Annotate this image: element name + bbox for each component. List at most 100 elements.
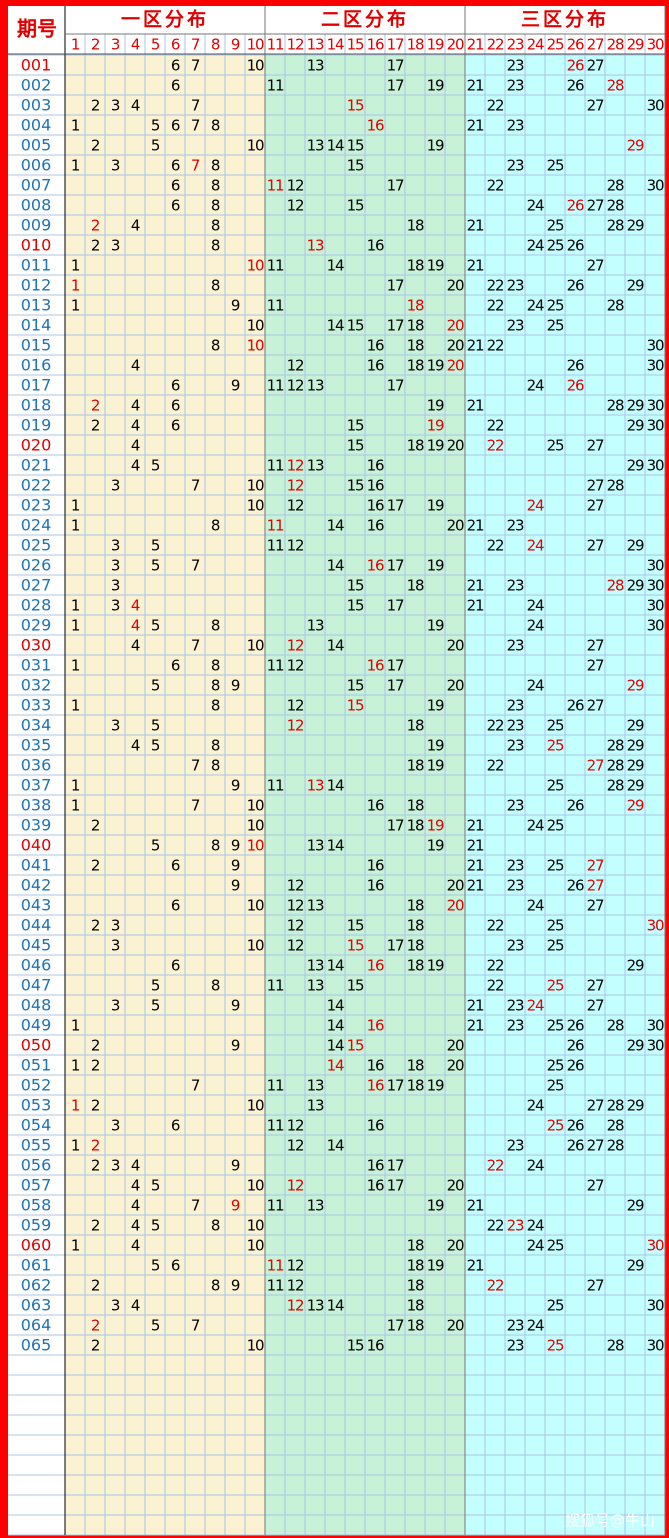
drawn-number: 16: [367, 1077, 384, 1095]
drawn-number: 22: [487, 337, 504, 355]
period: 032: [21, 676, 52, 695]
period: 015: [21, 336, 52, 355]
drawn-number: 30: [647, 577, 664, 595]
drawn-number: 27: [587, 497, 604, 515]
drawn-number: 3: [111, 1117, 120, 1135]
drawn-number: 3: [111, 937, 120, 955]
drawn-number: 20: [447, 1037, 464, 1055]
drawn-number: 7: [191, 637, 200, 655]
drawn-number: 18: [407, 757, 424, 775]
drawn-number: 29: [627, 957, 644, 975]
drawn-number: 27: [587, 977, 604, 995]
drawn-number: 30: [647, 357, 664, 375]
drawn-number: 13: [307, 237, 324, 255]
column-number: 11: [267, 36, 284, 54]
drawn-number: 23: [507, 517, 524, 535]
drawn-number: 20: [447, 517, 464, 535]
drawn-number: 1: [71, 257, 80, 275]
drawn-number: 18: [407, 437, 424, 455]
drawn-number: 24: [527, 377, 544, 395]
drawn-number: 17: [387, 557, 404, 575]
drawn-number: 10: [247, 1237, 264, 1255]
drawn-number: 4: [131, 737, 140, 755]
drawn-number: 3: [111, 537, 120, 555]
drawn-number: 25: [547, 317, 564, 335]
drawn-number: 27: [587, 197, 604, 215]
drawn-number: 18: [407, 357, 424, 375]
drawn-number: 8: [211, 1277, 220, 1295]
drawn-number: 26: [567, 197, 584, 215]
period: 035: [21, 736, 52, 755]
period: 007: [21, 176, 52, 195]
drawn-number: 27: [587, 697, 604, 715]
drawn-number: 28: [607, 1137, 624, 1155]
drawn-number: 12: [287, 1177, 304, 1195]
drawn-number: 9: [231, 857, 240, 875]
drawn-number: 23: [507, 277, 524, 295]
drawn-number: 23: [507, 937, 524, 955]
drawn-number: 5: [151, 677, 160, 695]
drawn-number: 24: [527, 897, 544, 915]
drawn-number: 10: [247, 1097, 264, 1115]
drawn-number: 15: [347, 1337, 364, 1355]
drawn-number: 18: [407, 257, 424, 275]
drawn-number: 14: [327, 517, 344, 535]
drawn-number: 15: [347, 1037, 364, 1055]
drawn-number: 20: [447, 1237, 464, 1255]
drawn-number: 30: [647, 457, 664, 475]
drawn-number: 12: [287, 197, 304, 215]
drawn-number: 3: [111, 577, 120, 595]
drawn-number: 13: [307, 1097, 324, 1115]
drawn-number: 1: [71, 277, 80, 295]
drawn-number: 17: [387, 657, 404, 675]
period: 052: [21, 1076, 52, 1095]
period: 061: [21, 1256, 52, 1275]
drawn-number: 6: [171, 957, 180, 975]
drawn-number: 10: [247, 637, 264, 655]
drawn-number: 3: [111, 597, 120, 615]
zone-title: 一区分布: [121, 8, 209, 31]
drawn-number: 27: [587, 257, 604, 275]
period: 030: [21, 636, 52, 655]
drawn-number: 15: [347, 477, 364, 495]
column-number: 15: [347, 36, 364, 54]
period: 020: [21, 436, 52, 455]
drawn-number: 16: [367, 857, 384, 875]
drawn-number: 20: [447, 897, 464, 915]
period: 017: [21, 376, 52, 395]
drawn-number: 26: [567, 77, 584, 95]
period: 041: [21, 856, 52, 875]
drawn-number: 12: [287, 537, 304, 555]
drawn-number: 18: [407, 1057, 424, 1075]
drawn-number: 12: [287, 477, 304, 495]
drawn-number: 26: [567, 377, 584, 395]
period: 001: [21, 56, 52, 75]
drawn-number: 16: [367, 1017, 384, 1035]
drawn-number: 18: [407, 717, 424, 735]
drawn-number: 28: [607, 1097, 624, 1115]
drawn-number: 10: [247, 337, 264, 355]
drawn-number: 4: [131, 617, 140, 635]
column-number: 25: [547, 36, 564, 54]
period: 019: [21, 416, 52, 435]
drawn-number: 20: [447, 677, 464, 695]
drawn-number: 14: [327, 957, 344, 975]
drawn-number: 12: [287, 657, 304, 675]
drawn-number: 27: [587, 1177, 604, 1195]
drawn-number: 14: [327, 557, 344, 575]
drawn-number: 29: [627, 577, 644, 595]
period: 026: [21, 556, 52, 575]
drawn-number: 5: [151, 837, 160, 855]
drawn-number: 6: [171, 177, 180, 195]
drawn-number: 30: [647, 917, 664, 935]
drawn-number: 16: [367, 1057, 384, 1075]
drawn-number: 19: [427, 77, 444, 95]
drawn-number: 13: [307, 457, 324, 475]
drawn-number: 30: [647, 1337, 664, 1355]
period: 002: [21, 76, 52, 95]
column-number: 22: [487, 36, 504, 54]
drawn-number: 3: [111, 717, 120, 735]
drawn-number: 19: [427, 397, 444, 415]
period: 038: [21, 796, 52, 815]
drawn-number: 23: [507, 797, 524, 815]
